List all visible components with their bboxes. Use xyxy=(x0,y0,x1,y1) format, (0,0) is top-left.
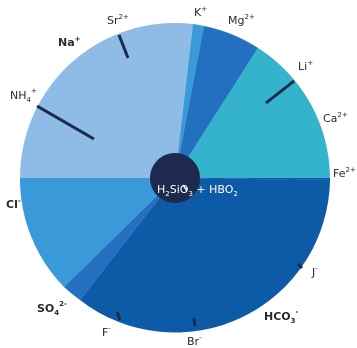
label-nh4: NH4+ xyxy=(10,87,37,104)
label-fe: Fe2+ xyxy=(333,166,356,180)
tick-li xyxy=(265,79,295,105)
slice-na-nh4-sr xyxy=(19,22,193,178)
label-br: Br- xyxy=(187,334,202,348)
label-hco3: HCO3- xyxy=(264,308,299,325)
label-k: K+ xyxy=(194,5,207,19)
slice-cl xyxy=(19,178,176,287)
slice-so4-f xyxy=(64,178,175,300)
slice-fe xyxy=(175,178,331,180)
tick-f xyxy=(115,311,122,321)
slice-k xyxy=(175,24,204,178)
label-cl: Cl- xyxy=(6,197,21,211)
label-f: F- xyxy=(102,325,111,339)
hub-pointer xyxy=(182,184,188,192)
tick-sr xyxy=(117,34,130,59)
label-so4: SO42- xyxy=(37,300,67,317)
label-na: Na+ xyxy=(58,35,81,49)
label-mg: Mg2+ xyxy=(228,13,255,27)
tick-marks xyxy=(36,34,304,327)
label-sr: Sr2+ xyxy=(107,13,129,27)
label-ca: Ca2+ xyxy=(323,111,348,125)
slice-li-ca xyxy=(175,48,330,178)
center-label: H2SiO3 + HBO2 xyxy=(157,183,238,198)
label-li: Li+ xyxy=(298,59,313,73)
label-j: J- xyxy=(311,265,318,279)
tick-nh4 xyxy=(36,104,95,141)
slice-hco3-j-br xyxy=(80,178,330,333)
tick-j xyxy=(296,262,304,270)
tick-br xyxy=(192,317,197,327)
slice-mg xyxy=(175,26,258,178)
